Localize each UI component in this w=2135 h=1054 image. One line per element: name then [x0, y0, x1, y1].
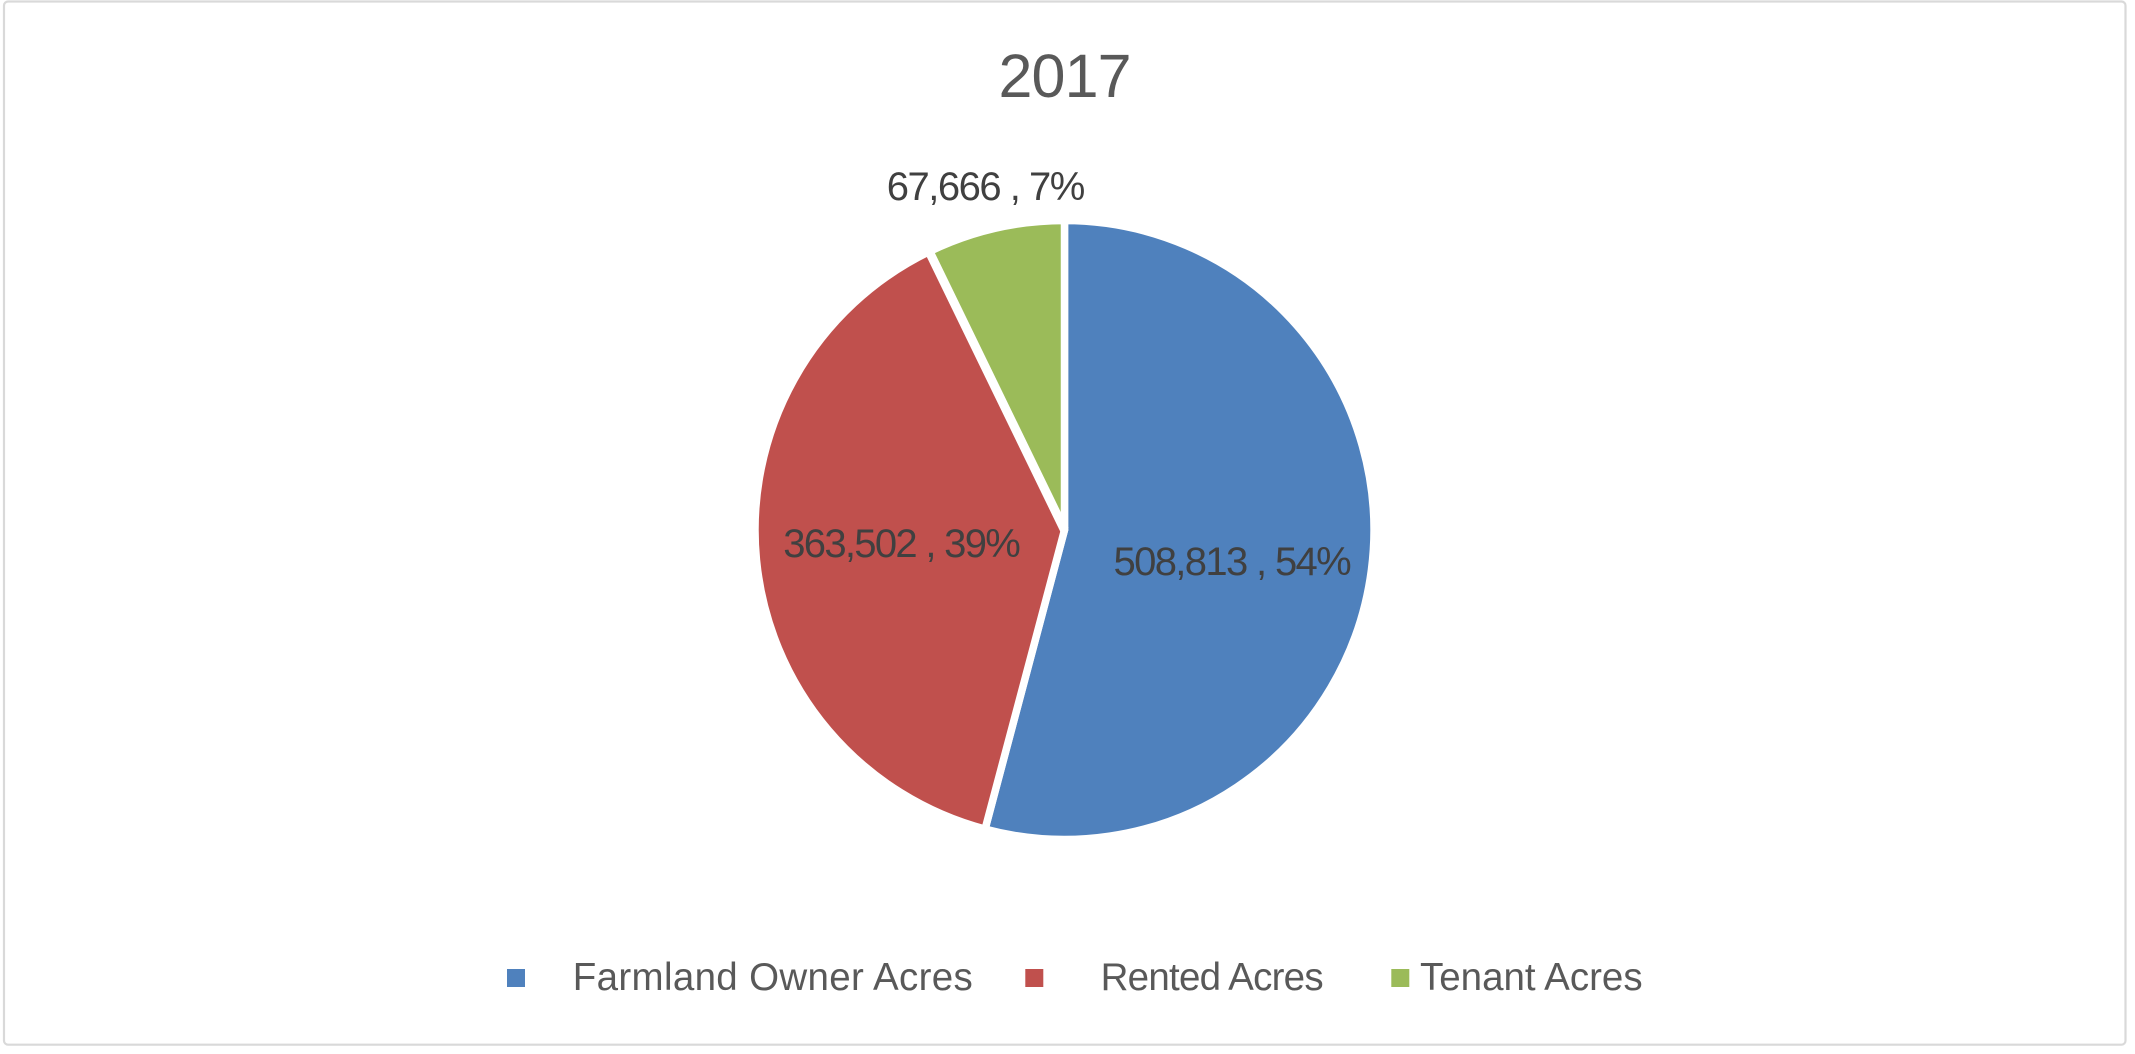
svg-text:508,813 , 54%: 508,813 , 54%	[1114, 540, 1352, 584]
svg-text:Rented Acres: Rented Acres	[1101, 956, 1323, 999]
svg-text:363,502 , 39%: 363,502 , 39%	[783, 522, 1020, 566]
svg-text:Farmland Owner Acres: Farmland Owner Acres	[573, 956, 973, 999]
svg-text:Tenant Acres: Tenant Acres	[1420, 956, 1643, 999]
svg-text:2017: 2017	[999, 42, 1131, 110]
svg-text:67,666 , 7%: 67,666 , 7%	[887, 165, 1085, 209]
